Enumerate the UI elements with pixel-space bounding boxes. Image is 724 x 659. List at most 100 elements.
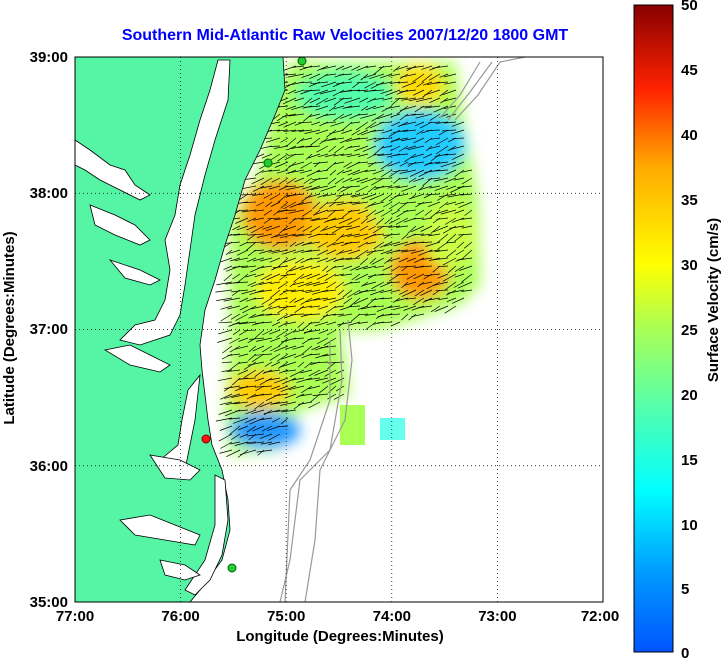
- velocity-arrow: [366, 241, 377, 245]
- velocity-arrow: [369, 257, 377, 264]
- velocity-arrow: [256, 201, 265, 207]
- velocity-arrow: [238, 361, 249, 364]
- velocity-arrow: [293, 273, 305, 283]
- velocity-arrow: [273, 377, 289, 384]
- velocity-arrow: [220, 313, 233, 322]
- velocity-arrow: [371, 233, 385, 236]
- velocity-arrow: [343, 297, 353, 305]
- velocity-arrow: [273, 393, 289, 397]
- velocity-arrow: [296, 225, 305, 231]
- velocity-arrow: [360, 73, 369, 81]
- velocity-arrow: [237, 425, 249, 431]
- velocity-arrow: [349, 297, 361, 307]
- velocity-arrow: [399, 121, 417, 127]
- velocity-arrow: [357, 241, 369, 248]
- velocity-arrow: [291, 129, 305, 132]
- velocity-arrow: [406, 257, 417, 262]
- velocity-arrow: [261, 425, 273, 432]
- velocity-arrow: [408, 193, 425, 200]
- velocity-arrow: [393, 153, 409, 156]
- velocity-arrow: [425, 161, 441, 165]
- velocity-arrow: [326, 321, 337, 326]
- velocity-arrow: [243, 361, 257, 370]
- velocity-arrow: [291, 105, 305, 111]
- velocity-arrow: [238, 353, 249, 357]
- velocity-arrow: [274, 297, 289, 301]
- velocity-arrow: [446, 297, 457, 303]
- velocity-arrow: [402, 129, 417, 132]
- velocity-arrow: [425, 241, 441, 247]
- velocity-arrow: [431, 225, 441, 234]
- velocity-arrow: [368, 273, 385, 277]
- velocity-arrow: [334, 161, 345, 165]
- velocity-arrow: [434, 185, 449, 191]
- y-tick-label: 36:00: [30, 458, 68, 475]
- velocity-arrow: [435, 209, 449, 215]
- velocity-arrow: [243, 369, 257, 378]
- colorbar: 50 45 40 35 30 25 20 15 10 5 0 Surface V…: [633, 0, 722, 659]
- velocity-arrow: [360, 177, 377, 184]
- velocity-arrow: [238, 385, 257, 389]
- velocity-arrow: [444, 305, 457, 314]
- velocity-arrow: [350, 193, 361, 197]
- velocity-arrow: [356, 177, 369, 183]
- velocity-arrow: [258, 417, 273, 421]
- velocity-arrow: [234, 209, 249, 212]
- velocity-arrow: [428, 145, 441, 150]
- velocity-arrow: [407, 161, 417, 167]
- velocity-arrow: [421, 73, 433, 83]
- velocity-arrow: [232, 265, 249, 268]
- velocity-arrow: [282, 377, 297, 385]
- velocity-arrow: [255, 337, 273, 342]
- velocity-arrow: [435, 161, 449, 164]
- velocity-arrow: [229, 441, 241, 445]
- velocity-arrow: [440, 97, 449, 104]
- velocity-arrow: [319, 201, 329, 210]
- velocity-arrow: [422, 81, 433, 86]
- velocity-arrow: [303, 177, 313, 184]
- velocity-arrow: [458, 233, 473, 236]
- velocity-arrow: [442, 89, 457, 96]
- velocity-arrow: [391, 97, 401, 106]
- velocity-arrow: [329, 169, 337, 176]
- velocity-arrow: [269, 337, 281, 343]
- velocity-arrow: [367, 249, 377, 256]
- velocity-arrow: [393, 241, 409, 247]
- velocity-arrow: [388, 273, 401, 282]
- velocity-arrow: [289, 241, 297, 247]
- velocity-arrow: [406, 65, 417, 72]
- velocity-arrow: [349, 281, 361, 284]
- velocity-arrow: [351, 129, 361, 136]
- velocity-arrow: [294, 297, 305, 303]
- velocity-arrow: [246, 393, 257, 400]
- velocity-arrow: [317, 249, 329, 256]
- velocity-arrow: [373, 105, 385, 110]
- velocity-arrow: [294, 353, 305, 358]
- velocity-arrow: [287, 145, 297, 151]
- velocity-arrow: [364, 313, 377, 316]
- velocity-arrow: [243, 177, 257, 180]
- velocity-arrow: [333, 305, 345, 308]
- velocity-arrow: [414, 121, 425, 127]
- velocity-arrow: [246, 257, 257, 263]
- velocity-arrow: [239, 321, 257, 325]
- velocity-arrow: [220, 257, 233, 263]
- velocity-arrow: [347, 169, 361, 176]
- velocity-arrow: [383, 233, 401, 236]
- velocity-arrow: [278, 257, 289, 267]
- plot-frame: [74, 56, 604, 603]
- velocity-arrow: [451, 297, 465, 304]
- velocity-arrow: [397, 81, 409, 84]
- velocity-arrow: [277, 425, 289, 428]
- velocity-arrow: [303, 113, 313, 122]
- velocity-arrow: [260, 273, 273, 281]
- velocity-arrow: [373, 145, 385, 155]
- velocity-arrow: [446, 185, 457, 190]
- velocity-arrow: [405, 145, 417, 150]
- velocity-arrow: [354, 145, 369, 152]
- velocity-arrow: [242, 305, 257, 314]
- velocity-arrow: [233, 281, 249, 284]
- velocity-arrow: [425, 193, 441, 196]
- velocity-arrow: [400, 265, 417, 268]
- velocity-arrow: [432, 281, 449, 286]
